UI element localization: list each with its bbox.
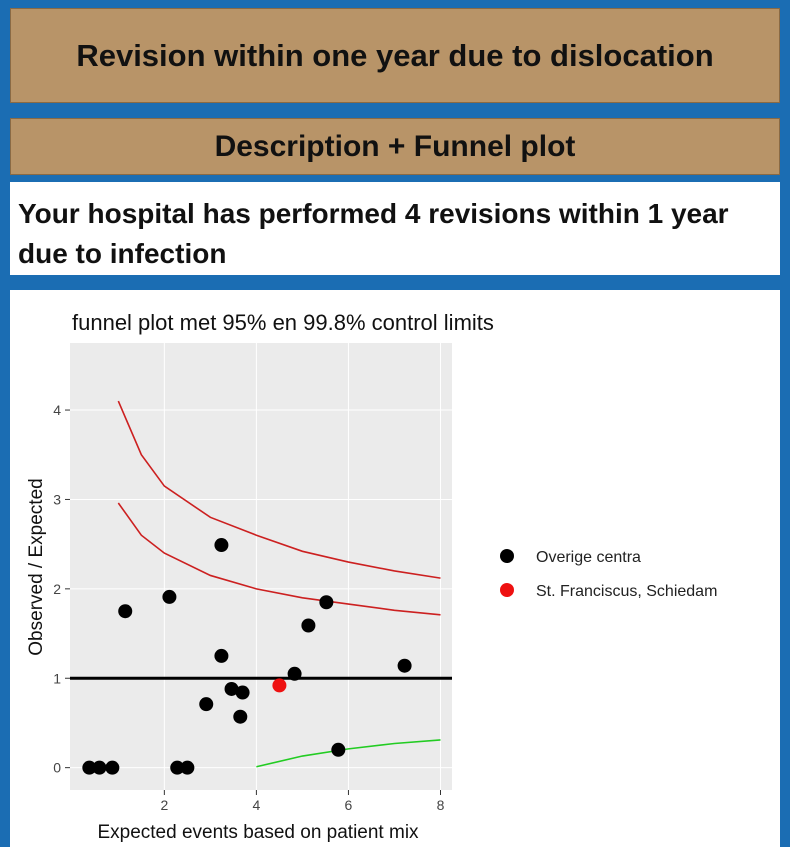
point bbox=[214, 538, 229, 553]
point bbox=[319, 595, 334, 610]
subtitle-banner: Description + Funnel plot bbox=[10, 118, 780, 175]
point bbox=[235, 685, 250, 700]
y-axis-label: Observed / Expected bbox=[26, 478, 47, 655]
legend-marker bbox=[500, 583, 514, 597]
description: Your hospital has performed 4 revisions … bbox=[10, 182, 780, 275]
x-axis-label: Expected events based on patient mix bbox=[97, 822, 419, 843]
y-tick-label: 2 bbox=[53, 581, 61, 597]
x-tick-label: 2 bbox=[160, 797, 168, 813]
point bbox=[199, 697, 214, 712]
point bbox=[287, 666, 302, 681]
y-tick-label: 4 bbox=[53, 402, 61, 418]
title-banner: Revision within one year due to dislocat… bbox=[10, 8, 780, 103]
control-limit bbox=[117, 400, 441, 579]
control-limit bbox=[256, 739, 441, 768]
point bbox=[118, 604, 133, 619]
legend-label: St. Franciscus, Schiedam bbox=[536, 583, 717, 600]
point bbox=[331, 742, 346, 757]
point bbox=[272, 678, 287, 693]
point bbox=[397, 658, 412, 673]
x-tick-label: 4 bbox=[252, 797, 260, 813]
legend-label: Overige centra bbox=[536, 549, 641, 566]
point bbox=[92, 760, 107, 775]
y-tick-label: 1 bbox=[53, 670, 61, 686]
point bbox=[82, 760, 97, 775]
x-tick-label: 6 bbox=[345, 797, 353, 813]
x-tick-label: 8 bbox=[437, 797, 445, 813]
point bbox=[180, 760, 195, 775]
point bbox=[301, 618, 316, 633]
point bbox=[170, 760, 185, 775]
point bbox=[233, 709, 248, 724]
legend-marker bbox=[500, 549, 514, 563]
plot-panel bbox=[70, 343, 452, 790]
point bbox=[224, 681, 239, 696]
control-limit bbox=[117, 502, 441, 616]
y-tick-label: 0 bbox=[53, 760, 61, 776]
point bbox=[105, 760, 120, 775]
chart-title: funnel plot met 95% en 99.8% control lim… bbox=[72, 310, 494, 335]
point bbox=[214, 648, 229, 663]
y-tick-label: 3 bbox=[53, 491, 61, 507]
point bbox=[162, 589, 177, 604]
